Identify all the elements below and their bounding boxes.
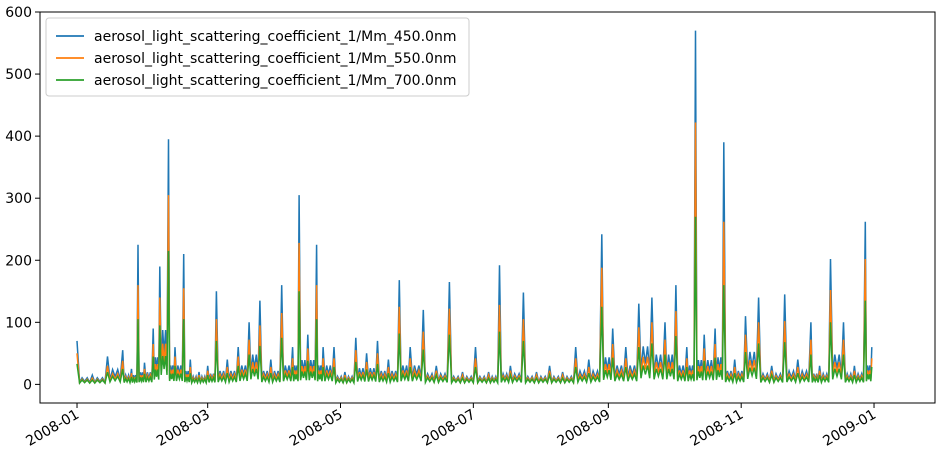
y-tick-label: 0 [23, 377, 32, 393]
x-tick-label: 2008-07 [420, 407, 479, 450]
legend-entry: aerosol_light_scattering_coefficient_1/M… [94, 51, 456, 67]
plot-lines [76, 30, 873, 386]
x-tick-label: 2008-09 [555, 407, 614, 450]
y-tick-label: 600 [5, 5, 32, 21]
legend-entry: aerosol_light_scattering_coefficient_1/M… [94, 73, 456, 89]
y-tick-label: 500 [5, 67, 32, 83]
x-tick-label: 2008-01 [23, 407, 82, 450]
legend: aerosol_light_scattering_coefficient_1/M… [45, 17, 470, 97]
x-axis: 2008-01 2008-03 2008-05 2008-07 2008-09 2008-… [23, 403, 879, 450]
plot-frame [39, 11, 936, 404]
y-axis: 0 100 200 300 400 500 600 [5, 5, 40, 393]
legend-box [45, 17, 470, 97]
series-line-3 [76, 216, 873, 386]
x-tick-label: 2009-01 [820, 407, 879, 450]
x-tick-label: 2008-11 [688, 407, 747, 450]
y-tick-label: 200 [5, 253, 32, 269]
y-tick-label: 100 [5, 315, 32, 331]
series-line-2 [76, 122, 873, 386]
legend-entry: aerosol_light_scattering_coefficient_1/M… [94, 29, 456, 45]
x-tick-label: 2008-03 [154, 407, 213, 450]
y-tick-label: 400 [5, 129, 32, 145]
x-tick-label: 2008-05 [287, 407, 346, 450]
y-tick-label: 300 [5, 191, 32, 207]
